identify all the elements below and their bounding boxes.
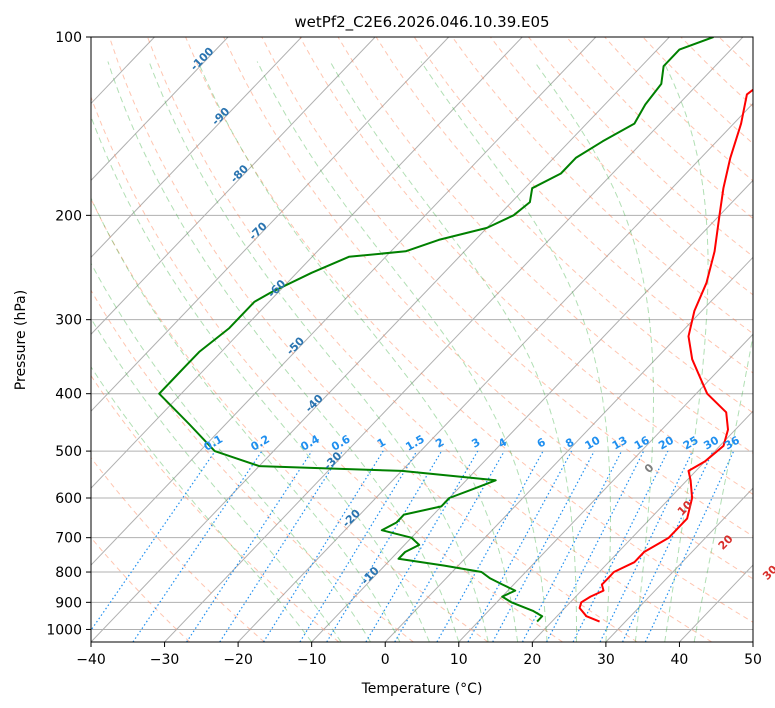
dry-adiabat (91, 197, 489, 642)
isotherm-line (91, 37, 302, 259)
chart-title: wetPf2_C2E6.2026.046.10.39.E05 (294, 13, 549, 32)
x-tick-label: 40 (671, 652, 689, 668)
y-tick-label: 500 (55, 444, 82, 460)
dewpoint-profile-line (158, 37, 714, 623)
mixing-ratio-line (622, 450, 714, 642)
moist-adiabat (662, 61, 709, 642)
y-tick-label: 200 (55, 208, 82, 224)
dry-adiabat (299, 37, 753, 495)
dry-adiabat (185, 37, 753, 623)
x-tick-label: 30 (597, 652, 615, 668)
isotherm-line (531, 410, 753, 642)
isotherm-line (384, 256, 753, 642)
isotherm-line (458, 333, 753, 642)
x-tick-label: −30 (150, 652, 180, 668)
dry-adiabat (337, 37, 753, 454)
dry-adiabat (91, 95, 563, 642)
isotherm-line (164, 37, 744, 642)
moist-adiabat (533, 61, 654, 642)
dry-adiabat (91, 456, 265, 642)
mixing-ratio-line (467, 450, 573, 642)
mixing-ratio-line (263, 450, 384, 642)
isotherm-line (311, 179, 753, 642)
mixing-ratio-line (219, 450, 344, 642)
x-tick-label: 0 (381, 652, 390, 668)
dry-adiabat (108, 37, 638, 642)
y-tick-label: 600 (55, 491, 82, 507)
isotherm-line (91, 37, 229, 182)
series-layer (158, 37, 753, 623)
x-tick-label: −40 (76, 652, 106, 668)
dry-adiabat (147, 37, 713, 642)
isotherm-line (91, 37, 670, 642)
y-tick-label: 300 (55, 313, 82, 329)
y-tick-label: 700 (55, 531, 82, 547)
isotherm-line (605, 487, 753, 642)
moist-adiabat (256, 61, 548, 642)
x-tick-label: 10 (450, 652, 468, 668)
mixing-ratio-line (365, 450, 479, 642)
mixing-ratio-line (299, 450, 418, 642)
mixing-ratio-layer (91, 450, 735, 642)
moist-adiabat (91, 317, 342, 642)
x-tick-label: −10 (297, 652, 327, 668)
x-tick-label: 50 (744, 652, 762, 668)
dry-adiabat (261, 37, 753, 537)
mixing-ratio-line (436, 450, 544, 642)
dry-adiabat (451, 37, 753, 335)
x-tick-label: 20 (523, 652, 541, 668)
x-axis-label: Temperature (°C) (361, 681, 483, 697)
moist-adiabat (693, 332, 753, 642)
dry-adiabat (223, 37, 753, 580)
mixing-ratio-line (326, 450, 443, 642)
isotherm-line (91, 37, 597, 566)
moist-adiabat (197, 61, 519, 642)
temperature-profile-line (578, 88, 753, 623)
moist-adiabat (107, 61, 460, 642)
y-tick-label: 800 (55, 565, 82, 581)
isotherm-line (91, 37, 523, 489)
moist-adiabat (329, 61, 577, 642)
isotherm-line (91, 37, 450, 412)
y-axis-label: Pressure (hPa) (13, 290, 29, 390)
mixing-ratio-line (492, 450, 595, 642)
y-tick-label: 100 (55, 30, 82, 46)
y-tick-label: 400 (55, 387, 82, 403)
mixing-ratio-line (644, 450, 735, 642)
mixing-ratio-line (599, 450, 694, 642)
isotherm-line (91, 37, 376, 335)
dry-adiabat (91, 289, 414, 642)
grid-layer (91, 37, 753, 642)
plot-frame (90, 36, 754, 643)
moist-adiabat (91, 365, 313, 642)
moist-adiabat (420, 61, 611, 642)
y-tick-label: 900 (55, 595, 82, 611)
moist-adiabat (91, 115, 430, 642)
isotherm-line (237, 102, 753, 642)
y-tick-label: 1000 (46, 622, 82, 638)
moist-adiabat (148, 61, 489, 642)
axes-layer: −40 −30 −20 −10 0 10 20 30 40 50 100 200 300 400 500 60… (46, 30, 762, 668)
x-tick-label: −20 (223, 652, 253, 668)
moist-adiabat (91, 262, 371, 642)
mixing-ratio-line (394, 450, 505, 642)
mixing-ratio-line (91, 450, 216, 632)
